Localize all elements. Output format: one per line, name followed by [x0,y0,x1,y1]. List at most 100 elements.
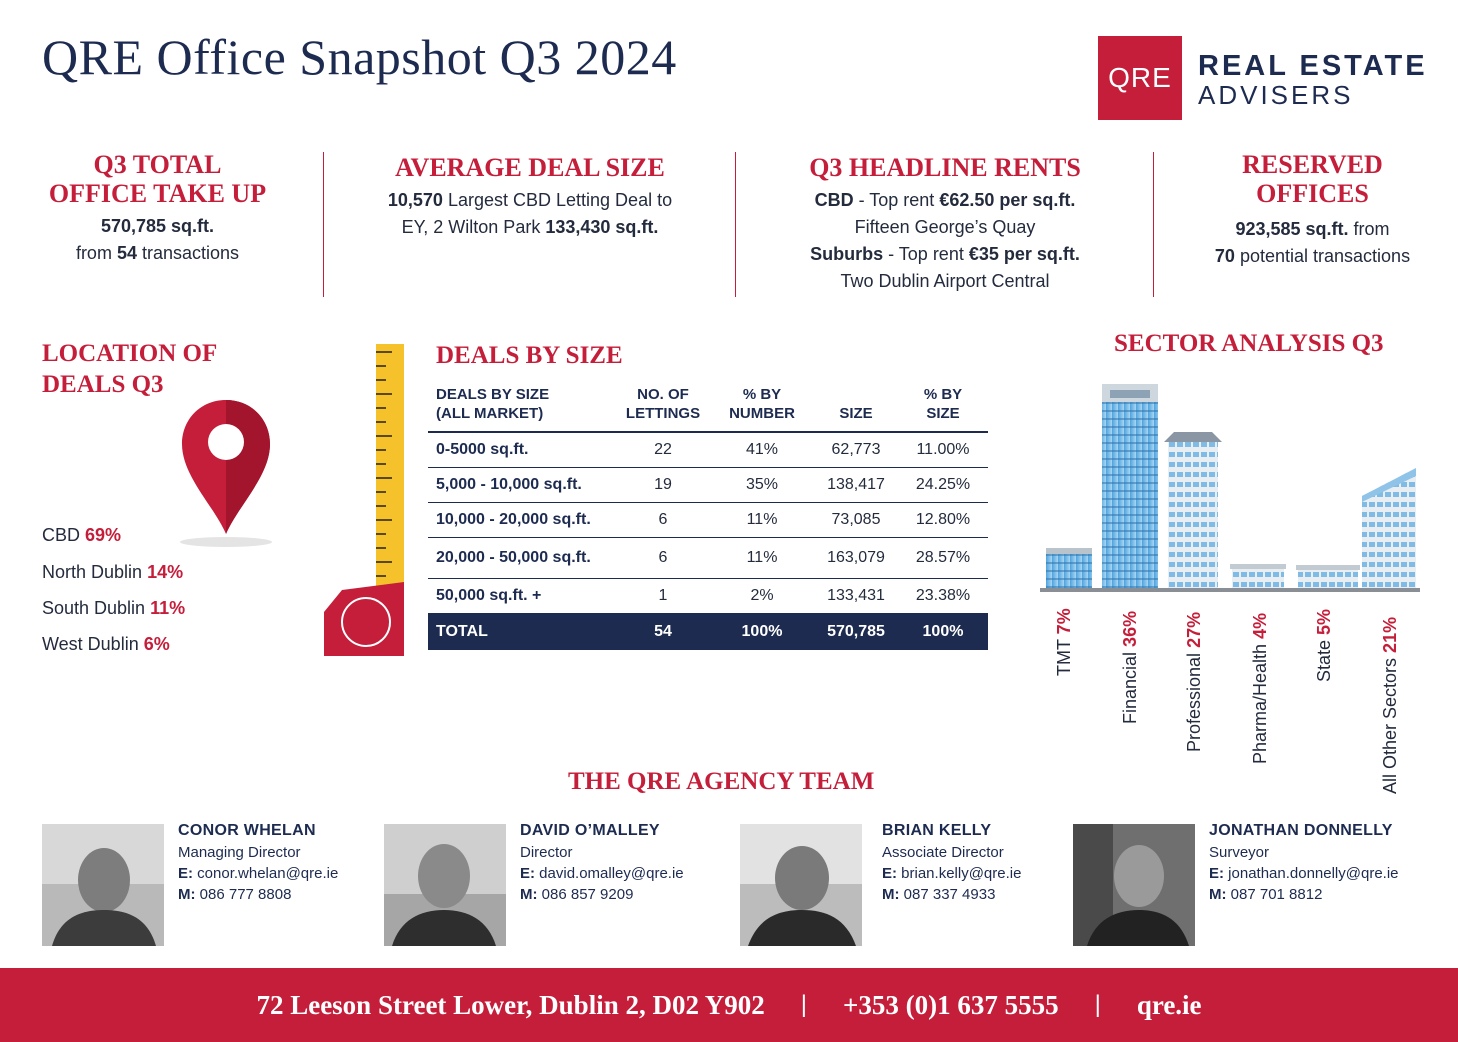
sector-label: State 5% [1314,608,1334,682]
table-row: 20,000 - 50,000 sq.ft. 6 11% 163,079 28.57% [428,537,988,579]
table-row: 50,000 sq.ft. +1 2% 133,431 23.38% [428,578,988,614]
location-heading: LOCATION OF DEALS Q3 [42,338,217,400]
deals-table: DEALS BY SIZE (ALL MARKET) NO. OF LETTINGS… [428,381,988,650]
suburbs-label: Suburbs [810,244,884,264]
member-email[interactable]: jonathan.donnelly@qre.ie [1228,865,1399,882]
footer-address: 72 Leeson Street Lower, Dublin 2, D02 Y9… [256,989,765,1020]
team-member-card: DAVID O’MALLEY Director E: david.omalley… [520,822,684,903]
person-photo-icon [1073,824,1195,946]
member-email[interactable]: conor.whelan@qre.ie [197,865,339,882]
rents-heading: Q3 HEADLINE RENTS [809,153,1081,182]
sector-label: TMT 7% [1054,608,1074,676]
member-role: Director [520,844,573,861]
person-photo-icon [384,824,506,946]
member-role: Associate Director [882,844,1004,861]
footer-bar: 72 Leeson Street Lower, Dublin 2, D02 Y9… [0,968,1458,1042]
member-name: CONOR WHELAN [178,822,316,839]
member-role: Surveyor [1209,844,1270,861]
sector-label: Pharma/Health 4% [1250,612,1270,764]
column-header: % BY SIZE [898,381,988,433]
reserved-value: 923,585 sq.ft. [1235,219,1349,239]
avatar [42,824,164,946]
column-header: DEALS BY SIZE (ALL MARKET) [428,381,616,433]
sector-buildings-illustration [1040,384,1420,592]
reserved-suffix: potential transactions [1239,246,1411,266]
avg-deal-heading: AVERAGE DEAL SIZE [395,153,665,182]
person-photo-icon [740,824,862,946]
table-header-row: DEALS BY SIZE (ALL MARKET) NO. OF LETTINGS… [428,381,988,433]
take-up-heading-2: OFFICE TAKE UP [48,179,267,208]
take-up-from: from [75,243,112,263]
suburbs-text: - Top rent [888,244,964,264]
location-heading-2: DEALS Q3 [42,371,164,398]
location-item: CBD 69% [42,525,122,545]
take-up-value: 570,785 sq.ft. [100,216,215,236]
member-email[interactable]: david.omalley@qre.ie [539,865,684,882]
avg-deal-text-1: Largest CBD Letting Deal to [447,190,673,210]
divider [323,152,324,297]
footer-website-link[interactable]: qre.ie [1136,989,1202,1020]
stat-reserved: RESERVED OFFICES 923,585 sq.ft. from 70 … [1190,150,1435,270]
map-pin-icon [180,400,272,547]
team-heading: THE QRE AGENCY TEAM [568,768,875,795]
page-title: QRE Office Snapshot Q3 2024 [42,29,677,85]
avatar [1073,824,1195,946]
location-item: South Dublin 11% [42,598,186,618]
footer-separator: | [800,991,807,1018]
deals-heading: DEALS BY SIZE [436,342,623,369]
sector-label: Professional 27% [1184,611,1204,752]
sector-label: Financial 36% [1120,610,1140,724]
table-row: 10,000 - 20,000 sq.ft. 6 11% 73,085 12.80% [428,502,988,538]
location-item: West Dublin 6% [42,634,170,654]
divider [735,152,736,297]
take-up-count: 54 [116,243,137,263]
stat-average-deal: AVERAGE DEAL SIZE 10,570 Largest CBD Let… [340,150,720,241]
table-total-row: TOTAL 54 100% 570,785 100% [428,613,988,650]
member-phone[interactable]: 087 337 4933 [903,886,996,903]
stat-headline-rents: Q3 HEADLINE RENTS CBD - Top rent €62.50 … [750,150,1140,295]
avg-deal-text-2: EY, 2 Wilton Park [401,217,541,237]
cbd-text: - Top rent [858,190,935,210]
member-phone[interactable]: 087 701 8812 [1230,886,1323,903]
column-header: SIZE [814,381,898,433]
reserved-count: 70 [1214,246,1235,266]
table-row: 0-5000 sq.ft. 22 41% 62,773 11.00% [428,432,988,468]
sector-heading: SECTOR ANALYSIS Q3 [1114,330,1384,357]
team-member-card: JONATHAN DONNELLY Surveyor E: jonathan.d… [1209,822,1399,903]
reserved-heading-1: RESERVED [1242,150,1383,179]
member-role: Managing Director [178,844,301,861]
avatar [384,824,506,946]
table-row: 5,000 - 10,000 sq.ft. 19 35% 138,417 24.25% [428,467,988,503]
reserved-from: from [1353,219,1390,239]
cbd-label: CBD [814,190,854,210]
member-phone[interactable]: 086 777 8808 [199,886,292,903]
location-item: North Dublin 14% [42,562,184,582]
stat-take-up: Q3 TOTAL OFFICE TAKE UP 570,785 sq.ft. f… [40,150,275,267]
member-name: JONATHAN DONNELLY [1209,822,1393,839]
logo-line-2: ADVISERS [1198,80,1354,110]
member-name: DAVID O’MALLEY [520,822,660,839]
reserved-heading-2: OFFICES [1256,179,1369,208]
cbd-rent: €62.50 per sq.ft. [939,190,1076,210]
avatar [740,824,862,946]
column-header: % BY NUMBER [710,381,814,433]
take-up-heading-1: Q3 TOTAL [93,150,222,179]
team-member-card: BRIAN KELLY Associate Director E: brian.… [882,822,1022,903]
tape-measure-icon [324,344,404,656]
avg-deal-value: 10,570 [387,190,443,210]
divider [1153,152,1154,297]
footer-separator: | [1094,991,1101,1018]
footer-phone[interactable]: +353 (0)1 637 5555 [842,989,1059,1020]
team-member-card: CONOR WHELAN Managing Director E: conor.… [178,822,339,903]
person-photo-icon [42,824,164,946]
qre-logo-mark: QRE [1098,36,1182,120]
cbd-location: Fifteen George’s Quay [854,217,1036,237]
logo-line-1: REAL ESTATE [1198,50,1428,82]
member-phone[interactable]: 086 857 9209 [541,886,634,903]
suburbs-location: Two Dublin Airport Central [840,271,1050,291]
sector-label: All Other Sectors 21% [1380,616,1400,794]
avg-deal-size: 133,430 sq.ft. [545,217,659,237]
suburbs-rent: €35 per sq.ft. [968,244,1080,264]
member-name: BRIAN KELLY [882,822,992,839]
member-email[interactable]: brian.kelly@qre.ie [901,865,1022,882]
